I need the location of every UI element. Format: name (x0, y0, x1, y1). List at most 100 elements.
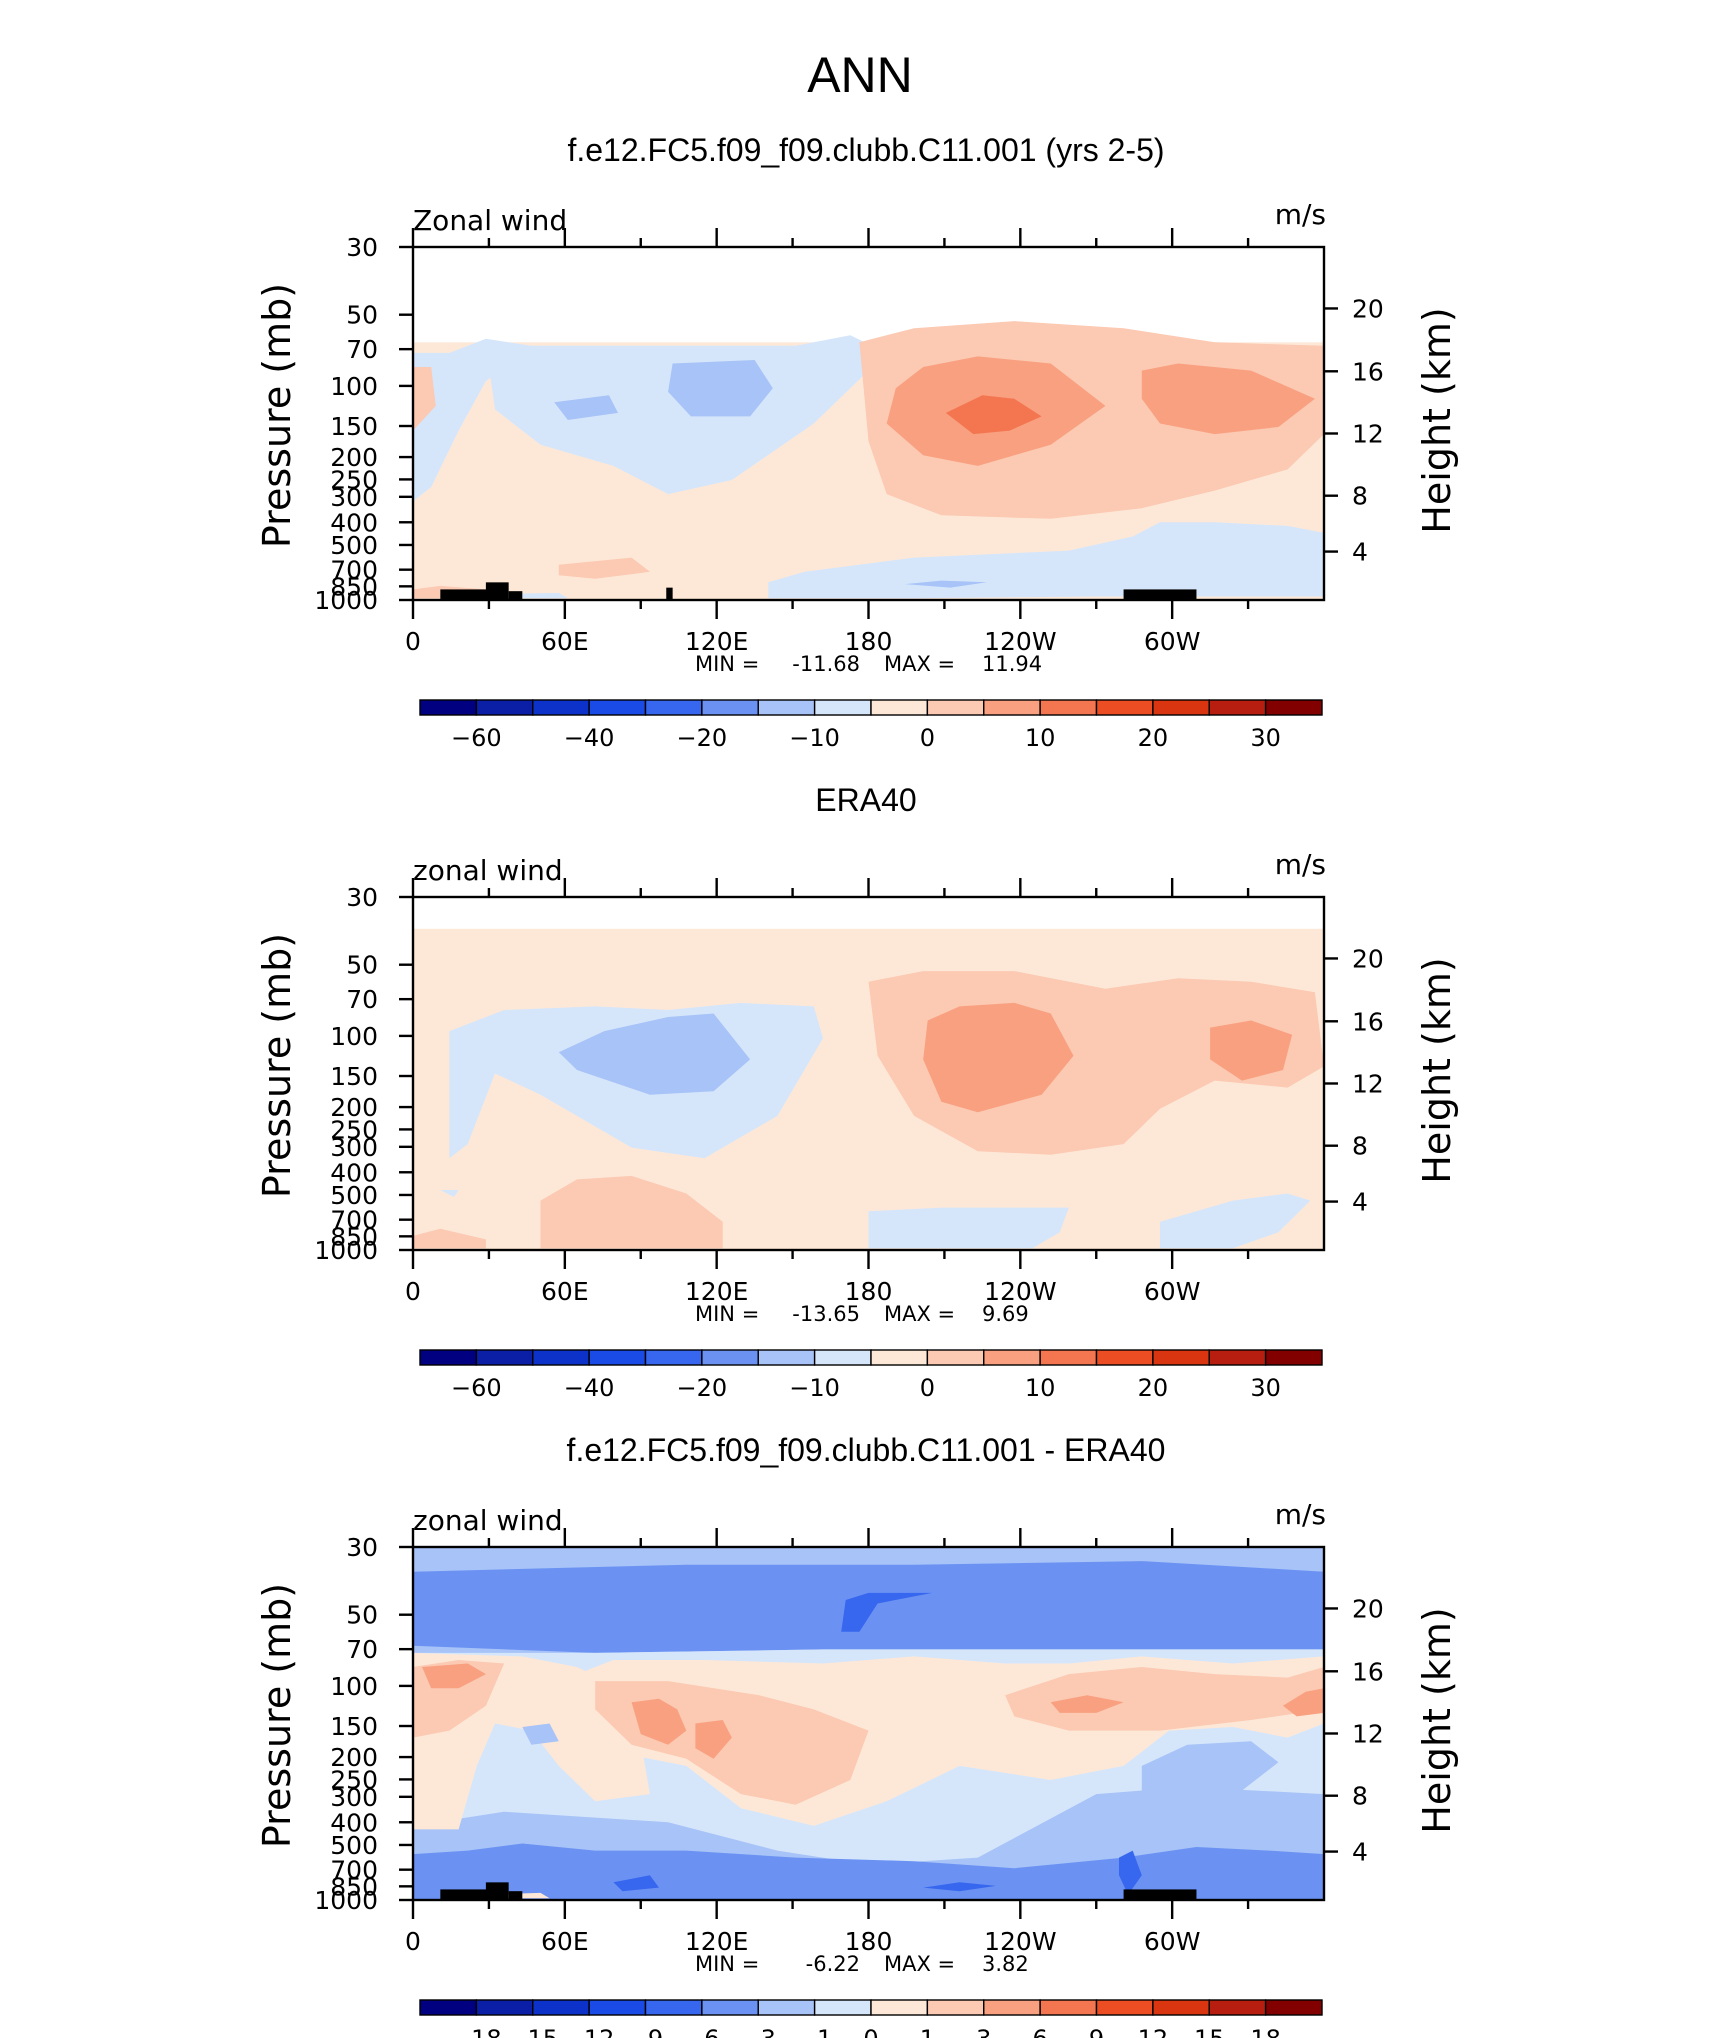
y-tick-label: 500 (330, 1181, 378, 1210)
y2-tick-label: 12 (1352, 1719, 1384, 1748)
colorbar-label: 20 (1138, 1374, 1169, 1402)
y2-tick-label: 20 (1352, 944, 1384, 973)
x-tick-label: 60E (541, 1927, 589, 1956)
contour-band (768, 522, 1324, 599)
contour-field (413, 1547, 1324, 1900)
colorbar-label: −20 (677, 724, 728, 752)
x-tick-label: 120E (685, 627, 749, 656)
colorbar-label: 0 (863, 2025, 878, 2038)
colorbar-label: 3 (976, 2025, 991, 2038)
colorbar-swatch (419, 1349, 478, 1366)
colorbar-swatch (475, 1999, 534, 2016)
topography (1123, 1889, 1197, 1900)
colorbar-label: 30 (1250, 724, 1281, 752)
contour-band (558, 1013, 751, 1095)
y2-tick-label: 8 (1352, 482, 1368, 511)
colorbar-label: 30 (1250, 1374, 1281, 1402)
y2-tick-label: 4 (1352, 1188, 1368, 1217)
colorbar-label: 6 (1032, 2025, 1047, 2038)
y-tick-label: 30 (346, 883, 378, 912)
y-tick-label: 50 (346, 1601, 378, 1630)
colorbar-label: −40 (564, 724, 615, 752)
topography (485, 582, 509, 600)
contour-band (422, 1663, 486, 1689)
y-tick-label: 50 (346, 301, 378, 330)
y2-tick-label: 16 (1352, 1007, 1384, 1036)
contour-band (904, 580, 987, 588)
contour-band (1050, 1695, 1124, 1713)
contour-band (868, 1207, 1069, 1249)
colorbar-swatch (1095, 1999, 1154, 2016)
colorbar-label: 0 (920, 724, 935, 752)
colorbar-swatch (983, 1349, 1041, 1366)
topography (1123, 589, 1197, 600)
colorbar-swatch (926, 1349, 985, 1366)
y-tick-label: 700 (330, 1206, 378, 1235)
colorbar-swatch (926, 699, 985, 716)
colorbar-swatch (1039, 699, 1098, 716)
colorbar-label: −9 (628, 2025, 663, 2038)
y-tick-label: 50 (346, 951, 378, 980)
contour-band (540, 1175, 723, 1249)
y-tick-label: 850 (330, 1222, 378, 1251)
x-tick-label: 60W (1144, 1277, 1201, 1306)
contour-band (631, 1698, 687, 1745)
y-tick-label: 150 (330, 1712, 378, 1741)
colorbar-swatch (419, 699, 478, 716)
contour-field (413, 928, 1324, 1250)
chart-panel-1: f.e12.FC5.f09_f09.clubb.C11.001 (yrs 2-5… (255, 132, 1459, 752)
x-tick-label: 0 (405, 627, 421, 656)
colorbar-swatch (757, 1999, 816, 2016)
colorbar-label: 0 (920, 1374, 935, 1402)
colorbar-label: −60 (451, 1374, 502, 1402)
x-tick-label: 60E (541, 1277, 589, 1306)
topography (508, 1891, 523, 1900)
colorbar-swatch (588, 1349, 647, 1366)
min-value: -6.22 (806, 1952, 860, 1976)
colorbar-swatch (532, 1349, 590, 1366)
y-tick-label: 400 (330, 1158, 378, 1187)
colorbar-swatch (1095, 1349, 1154, 1366)
colorbar-label: −1 (797, 2025, 832, 2038)
y-tick-label: 1000 (314, 1236, 378, 1265)
colorbar-swatch (1208, 699, 1267, 716)
contour-band (613, 1875, 659, 1892)
x-tick-label: 120E (685, 1277, 749, 1306)
variable-label: zonal wind (413, 1504, 563, 1537)
y2-tick-label: 20 (1352, 1594, 1384, 1623)
colorbar-swatch (475, 1349, 534, 1366)
colorbar-swatch (644, 699, 703, 716)
min-label: MIN = (695, 1302, 759, 1326)
units-label: m/s (1275, 848, 1326, 881)
contour-band (554, 395, 618, 420)
y2-tick-label: 4 (1352, 538, 1368, 567)
colorbar: −60 −40 −20 −10 0 10 20 30 (419, 1349, 1323, 1402)
colorbar-swatch (813, 699, 872, 716)
contour-band (558, 557, 650, 579)
colorbar-swatch (1095, 699, 1154, 716)
y-axis-title: Pressure (mb) (255, 933, 299, 1198)
colorbar-swatch (701, 1999, 759, 2016)
colorbar-label: −40 (564, 1374, 615, 1402)
panel-title: f.e12.FC5.f09_f09.clubb.C11.001 - ERA40 (567, 1432, 1166, 1468)
contour-band (1005, 1667, 1324, 1731)
colorbar-swatch (983, 1999, 1041, 2016)
y-tick-label: 250 (330, 1115, 378, 1144)
y-tick-label: 850 (330, 572, 378, 601)
y-tick-label: 70 (346, 1635, 378, 1664)
contour-band (923, 1002, 1074, 1113)
chart-panel-3: f.e12.FC5.f09_f09.clubb.C11.001 - ERA40 z… (255, 1432, 1459, 2038)
colorbar-swatch (870, 1349, 929, 1366)
chart-panel-2: ERA40 zonal wind m/s 0 60E 120E 180 120W 60W 30 50… (255, 782, 1459, 1402)
topography (440, 589, 495, 600)
contour-band (522, 1723, 559, 1745)
contour-band (413, 338, 532, 502)
colorbar-label: 1 (920, 2025, 935, 2038)
colorbar-label: 10 (1025, 724, 1056, 752)
colorbar-swatch (870, 699, 929, 716)
colorbar-label: −3 (741, 2025, 776, 2038)
colorbar-swatch (475, 699, 534, 716)
contour-band (413, 1228, 486, 1249)
y-tick-label: 100 (330, 372, 378, 401)
y-tick-label: 30 (346, 233, 378, 262)
